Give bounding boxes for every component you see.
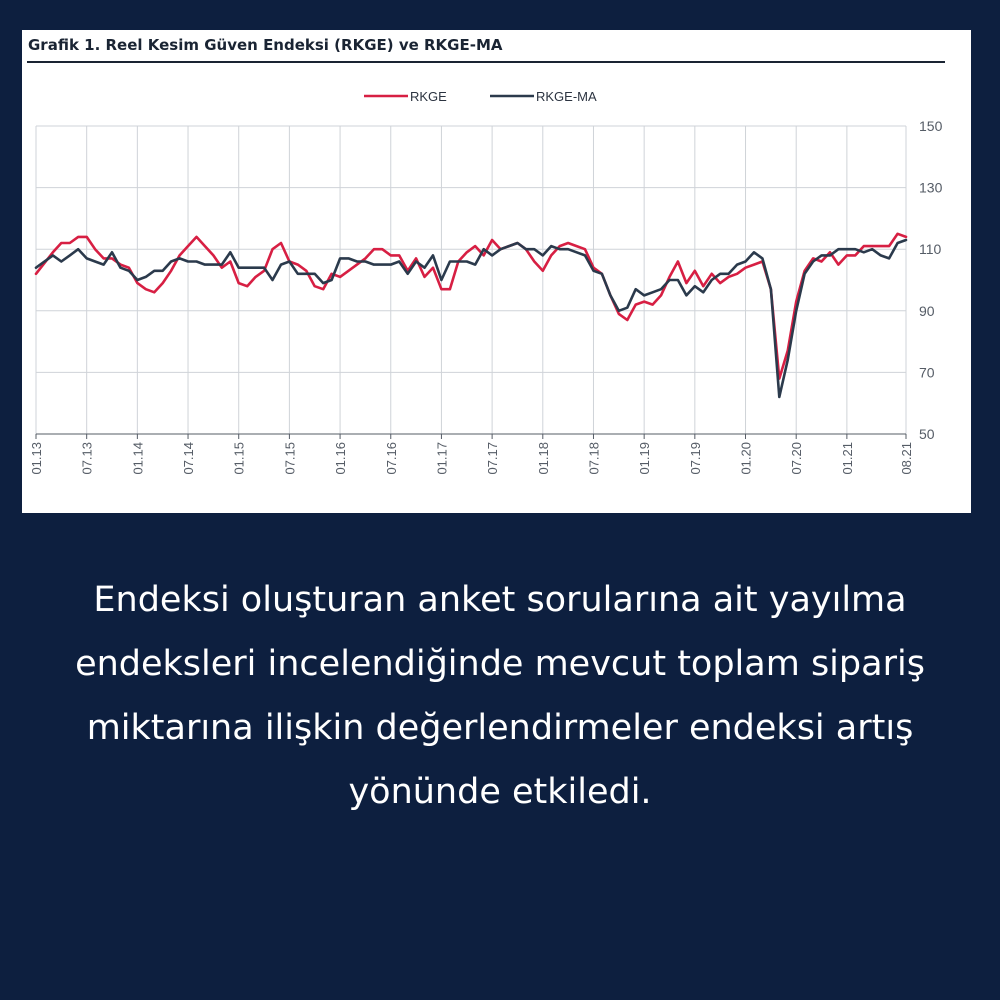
y-tick-label: 70 xyxy=(919,364,935,380)
chart-title: Grafik 1. Reel Kesim Güven Endeksi (RKGE… xyxy=(28,36,503,54)
x-tick-label: 01.16 xyxy=(333,442,348,475)
x-tick-label: 01.15 xyxy=(232,442,247,475)
y-tick-label: 130 xyxy=(919,180,943,196)
x-tick-label: 01.13 xyxy=(29,442,44,475)
x-tick-label: 01.17 xyxy=(434,442,449,475)
y-tick-label: 150 xyxy=(919,118,943,134)
x-tick-label: 07.15 xyxy=(282,442,297,475)
x-tick-label: 07.18 xyxy=(586,442,601,475)
x-tick-label: 07.14 xyxy=(181,442,196,475)
x-tick-label: 07.20 xyxy=(789,442,804,475)
x-tick-label: 01.18 xyxy=(536,442,551,475)
legend-label: RKGE-MA xyxy=(536,89,597,104)
x-tick-label: 07.19 xyxy=(688,442,703,475)
chart-card: Grafik 1. Reel Kesim Güven Endeksi (RKGE… xyxy=(22,30,971,513)
x-tick-label: 08.21 xyxy=(899,442,914,475)
y-tick-label: 50 xyxy=(919,426,935,442)
legend-label: RKGE xyxy=(410,89,447,104)
title-rule xyxy=(27,61,945,63)
line-chart: 50 70 90 110 130 150 01.13 07.13 01.14 07.14 01.15… xyxy=(29,89,943,475)
x-tick-label: 01.20 xyxy=(739,442,754,475)
x-tick-label: 07.17 xyxy=(485,442,500,475)
y-tick-label: 110 xyxy=(919,241,942,257)
x-tick-label: 01.21 xyxy=(840,442,855,475)
y-tick-label: 90 xyxy=(919,303,935,319)
x-tick-label: 01.19 xyxy=(637,442,652,475)
x-tick-label: 01.14 xyxy=(130,442,145,475)
x-tick-label: 07.16 xyxy=(384,442,399,475)
x-tick-label: 07.13 xyxy=(80,442,95,475)
caption-text: Endeksi oluşturan anket sorularına ait y… xyxy=(75,580,925,812)
series-line-rkge-ma xyxy=(34,238,908,399)
